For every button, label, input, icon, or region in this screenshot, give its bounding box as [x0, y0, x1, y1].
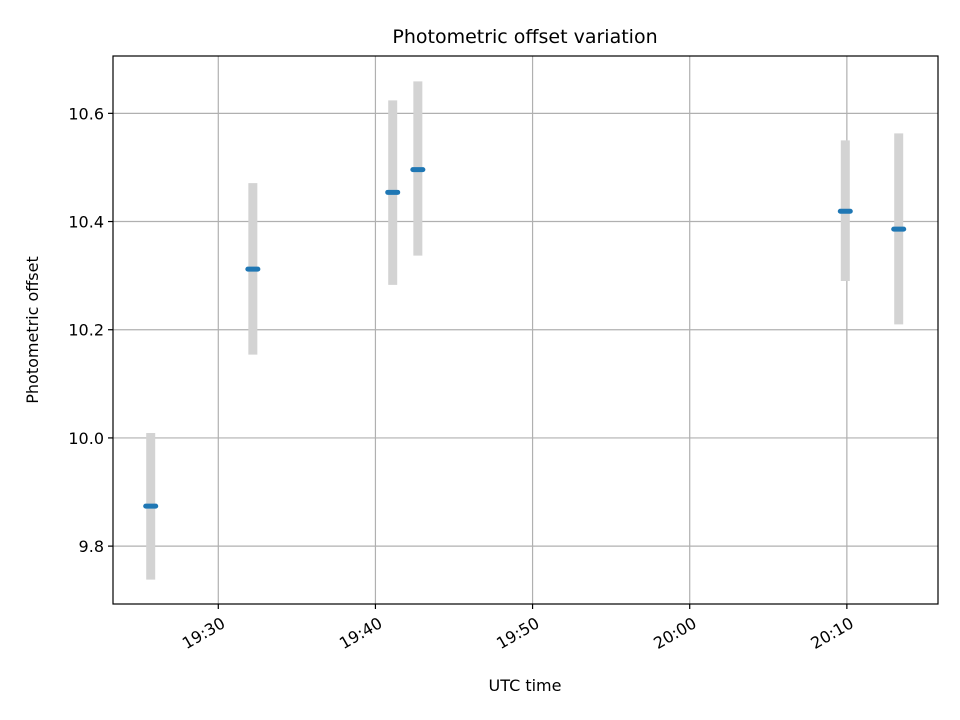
- y-axis-label: Photometric offset: [23, 256, 42, 404]
- x-tick-label: 20:00: [650, 613, 699, 653]
- y-tick-label: 10.6: [68, 104, 104, 123]
- y-tick-label: 10.0: [68, 429, 104, 448]
- chart-title: Photometric offset variation: [392, 26, 657, 48]
- axis-ticks: 19:30 19:40 19:50 20:00 20:10 9.8 10.0 10.2 10.4…: [68, 104, 856, 653]
- grid: [113, 56, 938, 604]
- x-tick-label: 19:40: [336, 613, 385, 653]
- error-bars: [146, 81, 904, 580]
- y-tick-label: 9.8: [79, 537, 104, 556]
- x-tick-label: 19:30: [179, 613, 228, 653]
- y-tick-label: 10.2: [68, 321, 104, 340]
- data-points: [143, 167, 907, 509]
- x-axis-label: UTC time: [489, 676, 562, 695]
- x-tick-label: 19:50: [493, 613, 542, 653]
- x-tick-label: 20:10: [807, 613, 856, 653]
- y-tick-label: 10.4: [68, 213, 104, 232]
